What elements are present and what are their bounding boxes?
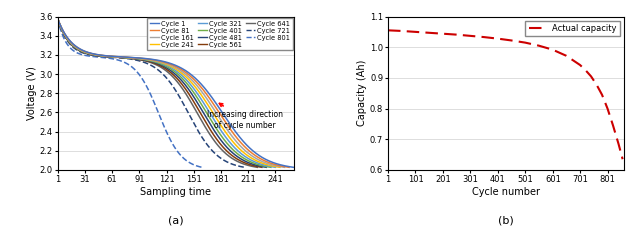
Text: (a): (a) <box>168 216 184 226</box>
Text: Increasing direction
of cycle number: Increasing direction of cycle number <box>207 103 283 130</box>
Y-axis label: Capacity (Ah): Capacity (Ah) <box>357 60 367 126</box>
Text: (b): (b) <box>498 216 514 226</box>
Legend: Cycle 1, Cycle 81, Cycle 161, Cycle 241, Cycle 321, Cycle 401, Cycle 481, Cycle : Cycle 1, Cycle 81, Cycle 161, Cycle 241,… <box>147 18 292 50</box>
X-axis label: Sampling time: Sampling time <box>140 187 211 197</box>
Y-axis label: Voltage (V): Voltage (V) <box>27 66 36 120</box>
Legend: Actual capacity: Actual capacity <box>525 21 620 36</box>
X-axis label: Cycle number: Cycle number <box>472 187 540 197</box>
